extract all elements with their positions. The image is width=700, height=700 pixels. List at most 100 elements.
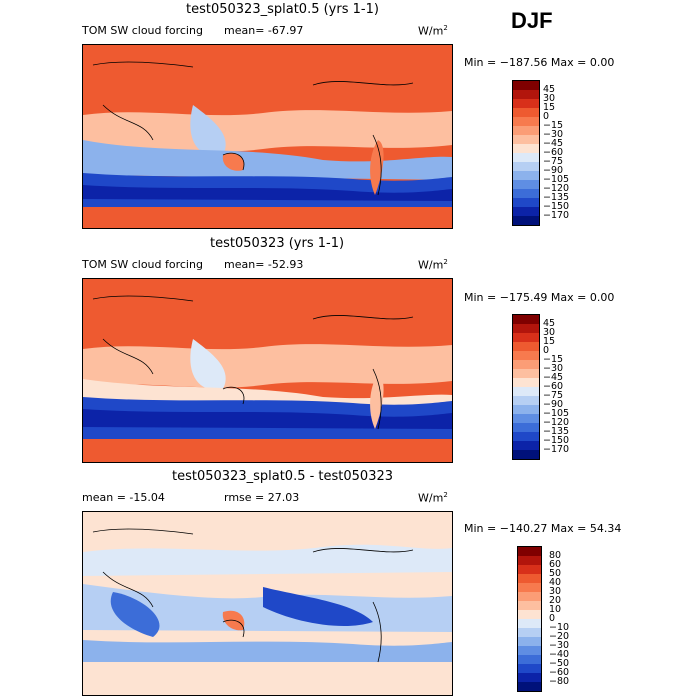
colorbar-label: −90: [543, 165, 564, 176]
colorbar-swatch: [518, 583, 541, 592]
panel-1-field-label: TOM SW cloud forcing: [82, 24, 203, 37]
colorbar-label: 10: [549, 604, 562, 615]
colorbar-label: −170: [543, 444, 570, 455]
storm-track-core: [83, 409, 452, 429]
colorbar-label: −75: [543, 156, 564, 167]
colorbar-label: −15: [543, 354, 564, 365]
colorbar-label: −80: [549, 676, 570, 687]
colorbar-swatch: [513, 81, 539, 90]
colorbar-swatch: [513, 360, 539, 369]
colorbar-label: 15: [543, 102, 556, 113]
panel-3-minmax: Min = −140.27 Max = 54.34: [464, 522, 622, 535]
colorbar-label: −150: [543, 201, 570, 212]
tropics-band: [83, 344, 452, 388]
colorbar-label: −50: [549, 658, 570, 669]
tropics-band: [83, 110, 452, 152]
north-band: [83, 45, 452, 67]
panel-1-map: [82, 44, 453, 229]
colorbar-swatch: [513, 396, 539, 405]
panel-2-field-label: TOM SW cloud forcing: [82, 258, 203, 271]
colorbar-swatch: [518, 610, 541, 619]
colorbar-swatch: [513, 207, 539, 216]
colorbar-label: −60: [543, 147, 564, 158]
colorbar-swatch: [513, 171, 539, 180]
colorbar-swatch: [513, 450, 539, 459]
colorbar-label: −170: [543, 210, 570, 221]
colorbar-swatch: [513, 342, 539, 351]
panel-1-mean: mean= -67.97: [224, 24, 304, 37]
coastlines: [92, 528, 414, 663]
colorbar-swatch: [513, 315, 539, 324]
colorbar-label: −45: [543, 138, 564, 149]
colorbar-swatch: [513, 117, 539, 126]
colorbar-label: −15: [543, 120, 564, 131]
colorbar-swatch: [518, 628, 541, 637]
panel-2-minmax: Min = −175.49 Max = 0.00: [464, 291, 615, 304]
colorbar-swatch: [513, 324, 539, 333]
colorbar-swatch: [513, 351, 539, 360]
colorbar-swatch: [513, 99, 539, 108]
colorbar-label: 20: [549, 595, 562, 606]
colorbar-label: 50: [549, 568, 562, 579]
colorbar-label: −30: [549, 640, 570, 651]
colorbar-label: −45: [543, 372, 564, 383]
panel-3-map: [82, 511, 453, 696]
colorbar-label: 30: [543, 93, 556, 104]
colorbar-label: −30: [543, 129, 564, 140]
colorbar-swatch: [513, 405, 539, 414]
colorbar-label: 0: [543, 345, 550, 356]
panel-3-colorbar: [517, 546, 542, 692]
colorbar-swatch: [513, 153, 539, 162]
southern-band: [83, 640, 452, 662]
colorbar-label: 40: [549, 577, 562, 588]
colorbar-swatch: [513, 216, 539, 225]
colorbar-swatch: [513, 423, 539, 432]
colorbar-label: −135: [543, 192, 570, 203]
colorbar-swatch: [513, 162, 539, 171]
pacific-anomaly: [263, 587, 373, 627]
colorbar-label: 80: [549, 550, 562, 561]
colorbar-swatch: [513, 387, 539, 396]
colorbar-swatch: [518, 601, 541, 610]
colorbar-swatch: [518, 664, 541, 673]
colorbar-swatch: [513, 378, 539, 387]
colorbar-swatch: [513, 189, 539, 198]
colorbar-swatch: [518, 565, 541, 574]
colorbar-label: −60: [543, 381, 564, 392]
coastlines: [92, 61, 414, 196]
season-label: DJF: [511, 8, 553, 33]
colorbar-swatch: [518, 556, 541, 565]
panel-3-title: test050323_splat0.5 - test050323: [172, 469, 394, 484]
panel-1-units: W/m2: [418, 24, 448, 38]
antarctica-band: [83, 439, 452, 462]
warm-pool-region: [190, 105, 226, 156]
storm-track-core: [83, 185, 452, 201]
colorbar-label: −120: [543, 183, 570, 194]
colorbar-swatch: [518, 637, 541, 646]
panel-2-title: test050323 (yrs 1-1): [210, 236, 345, 251]
colorbar-label: −120: [543, 417, 570, 428]
colorbar-swatch: [513, 441, 539, 450]
colorbar-swatch: [518, 673, 541, 682]
colorbar-label: 30: [543, 327, 556, 338]
panel-2-map: [82, 278, 453, 463]
panel-1-title: test050323_splat0.5 (yrs 1-1): [186, 2, 379, 17]
panel-3-field-svg: [83, 512, 452, 695]
northern-band: [83, 544, 452, 576]
colorbar-label: 30: [549, 586, 562, 597]
colorbar-swatch: [513, 108, 539, 117]
panel-3-mean: mean = -15.04: [82, 491, 165, 504]
panel-3-rmse: rmse = 27.03: [224, 491, 300, 504]
colorbar-swatch: [513, 180, 539, 189]
colorbar-label: 0: [549, 613, 556, 624]
south-america-region: [370, 374, 384, 429]
colorbar-swatch: [518, 619, 541, 628]
antarctica-band: [83, 207, 452, 228]
subtropic-band: [83, 140, 452, 180]
south-america-region: [370, 140, 384, 195]
colorbar-label: −135: [543, 426, 570, 437]
panel-1-colorbar: [512, 80, 540, 226]
subtropic-band: [83, 379, 452, 407]
panel-3-units: W/m2: [418, 491, 448, 505]
panel-2-mean: mean= -52.93: [224, 258, 304, 271]
